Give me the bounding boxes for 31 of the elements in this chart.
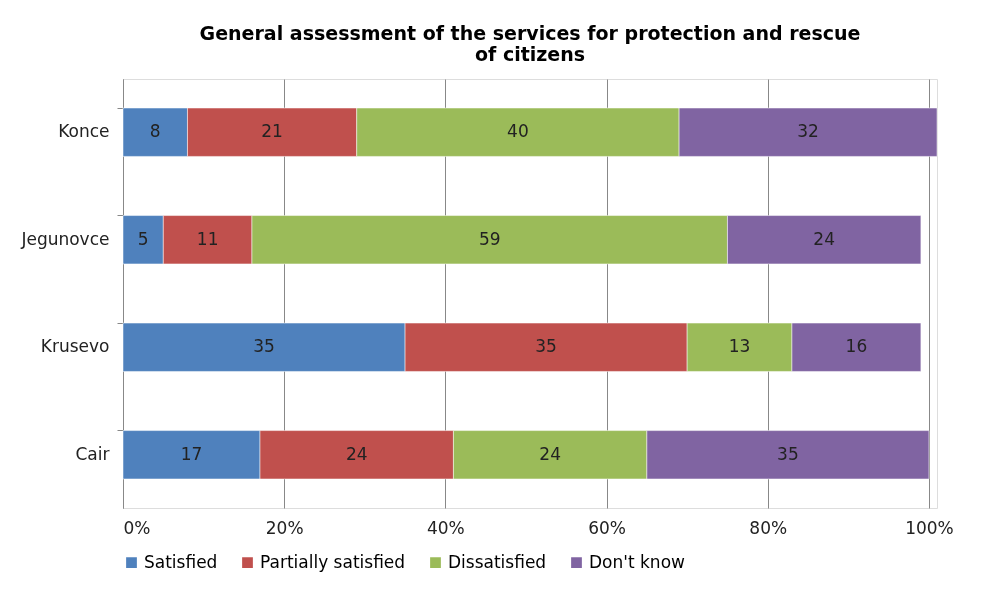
x-tick-label: 80% <box>749 517 788 538</box>
legend-label: Dissatisfied <box>448 551 547 572</box>
y-tick-label: Jegunovce <box>20 228 110 249</box>
x-tick-label: 100% <box>905 517 954 538</box>
y-tick-label: Krusevo <box>40 336 110 357</box>
data-label: 59 <box>478 228 501 249</box>
y-tick-label: Konce <box>58 121 110 142</box>
data-label: 35 <box>535 336 557 357</box>
data-label: 8 <box>149 121 161 142</box>
data-label: 32 <box>797 121 819 142</box>
data-label: 24 <box>539 443 561 464</box>
data-label: 13 <box>728 336 751 357</box>
x-tick-label: 40% <box>426 517 465 538</box>
data-label: 24 <box>813 228 835 249</box>
x-tick-label: 60% <box>588 517 626 538</box>
data-label: 21 <box>261 121 283 142</box>
y-tick-label: Cair <box>75 443 110 464</box>
chart-title: General assessment of the services for protection and rescue of citizens <box>199 22 861 65</box>
legend-label: Satisfied <box>144 551 218 572</box>
x-tick-label: 20% <box>265 517 304 538</box>
data-label: 17 <box>180 443 203 464</box>
legend-label: Don't know <box>589 551 686 572</box>
data-label: 5 <box>137 228 149 249</box>
data-label: 35 <box>777 443 799 464</box>
data-label: 11 <box>196 228 219 249</box>
x-tick-label: 0% <box>123 517 151 538</box>
data-label: 16 <box>845 336 868 357</box>
data-label: 24 <box>345 443 368 464</box>
legend-label: Partially satisfied <box>260 551 406 572</box>
data-label: 40 <box>507 121 529 142</box>
data-label: 35 <box>253 336 275 357</box>
